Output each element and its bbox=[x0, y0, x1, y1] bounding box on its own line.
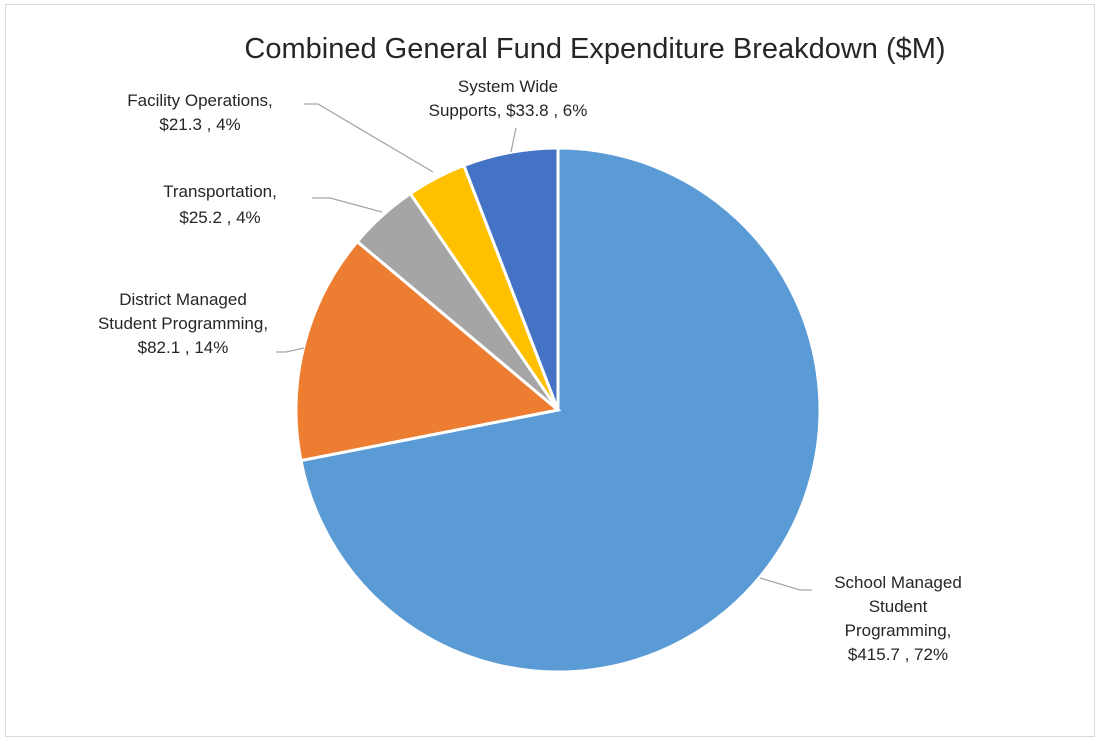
leader-line bbox=[276, 347, 305, 353]
data-label: Transportation, $25.2 , 4% bbox=[163, 182, 277, 227]
data-label-line: Student Programming, bbox=[98, 314, 268, 333]
data-label-line: District Managed bbox=[119, 290, 247, 309]
data-label-line: Programming, bbox=[845, 621, 952, 640]
data-label-line: Facility Operations, bbox=[127, 91, 273, 110]
data-label-line: $82.1 , 14% bbox=[138, 338, 229, 357]
leader-line bbox=[304, 103, 434, 173]
data-label-line: $21.3 , 4% bbox=[159, 115, 240, 134]
data-label: System Wide Supports, $33.8 , 6% bbox=[429, 77, 588, 120]
data-label: Facility Operations, $21.3 , 4% bbox=[127, 91, 273, 134]
data-label-line: System Wide bbox=[458, 77, 558, 96]
data-label-line: $415.7 , 72% bbox=[848, 645, 948, 664]
pie-slice-school-managed-student-programming bbox=[299, 146, 822, 674]
data-label: School Managed Student Programming, $415.7 … bbox=[834, 573, 962, 664]
data-label-line: Student bbox=[869, 597, 928, 616]
data-label-line: School Managed bbox=[834, 573, 962, 592]
pie-slice-district-managed-student-programming bbox=[294, 239, 562, 463]
data-label-line: Transportation, bbox=[163, 182, 277, 201]
leader-line bbox=[510, 127, 517, 153]
leader-line bbox=[759, 577, 812, 591]
chart-title: Combined General Fund Expenditure Breakd… bbox=[244, 33, 945, 65]
data-label-line: $25.2 , 4% bbox=[179, 208, 260, 227]
data-label: District Managed Student Programming, $82.… bbox=[98, 290, 268, 357]
leader-line bbox=[312, 197, 383, 213]
pie-slice-system-wide-supports bbox=[461, 146, 560, 411]
data-label-line: Supports, $33.8 , 6% bbox=[429, 101, 588, 120]
